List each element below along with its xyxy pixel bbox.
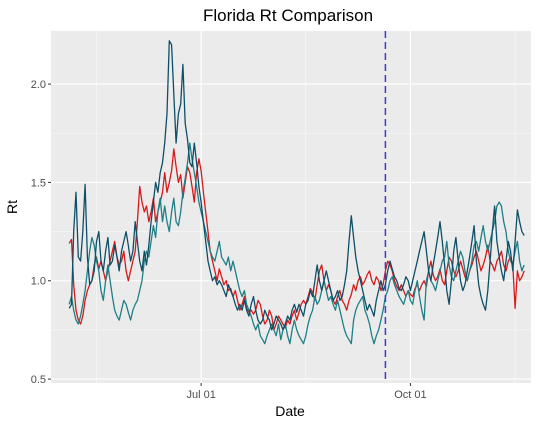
y-axis-title: Rt <box>4 200 20 214</box>
plot-panel <box>51 31 531 383</box>
minor-gridlines <box>51 31 531 383</box>
y-tick-label: 0.5 <box>31 374 46 386</box>
y-tick-label: 1.5 <box>31 177 46 189</box>
x-axis-ticks: Jul 01 Oct 01 <box>186 383 427 401</box>
y-axis-ticks: 0.5 1.0 1.5 2.0 <box>31 79 51 386</box>
series-line-3 <box>68 40 525 331</box>
x-tick-label: Jul 01 <box>186 389 215 401</box>
series-lines <box>68 40 525 345</box>
x-tick-label: Oct 01 <box>394 389 426 401</box>
chart-title: Florida Rt Comparison <box>203 6 373 25</box>
y-tick-label: 2.0 <box>31 79 46 91</box>
x-axis-title: Date <box>275 403 305 419</box>
y-tick-label: 1.0 <box>31 276 46 288</box>
